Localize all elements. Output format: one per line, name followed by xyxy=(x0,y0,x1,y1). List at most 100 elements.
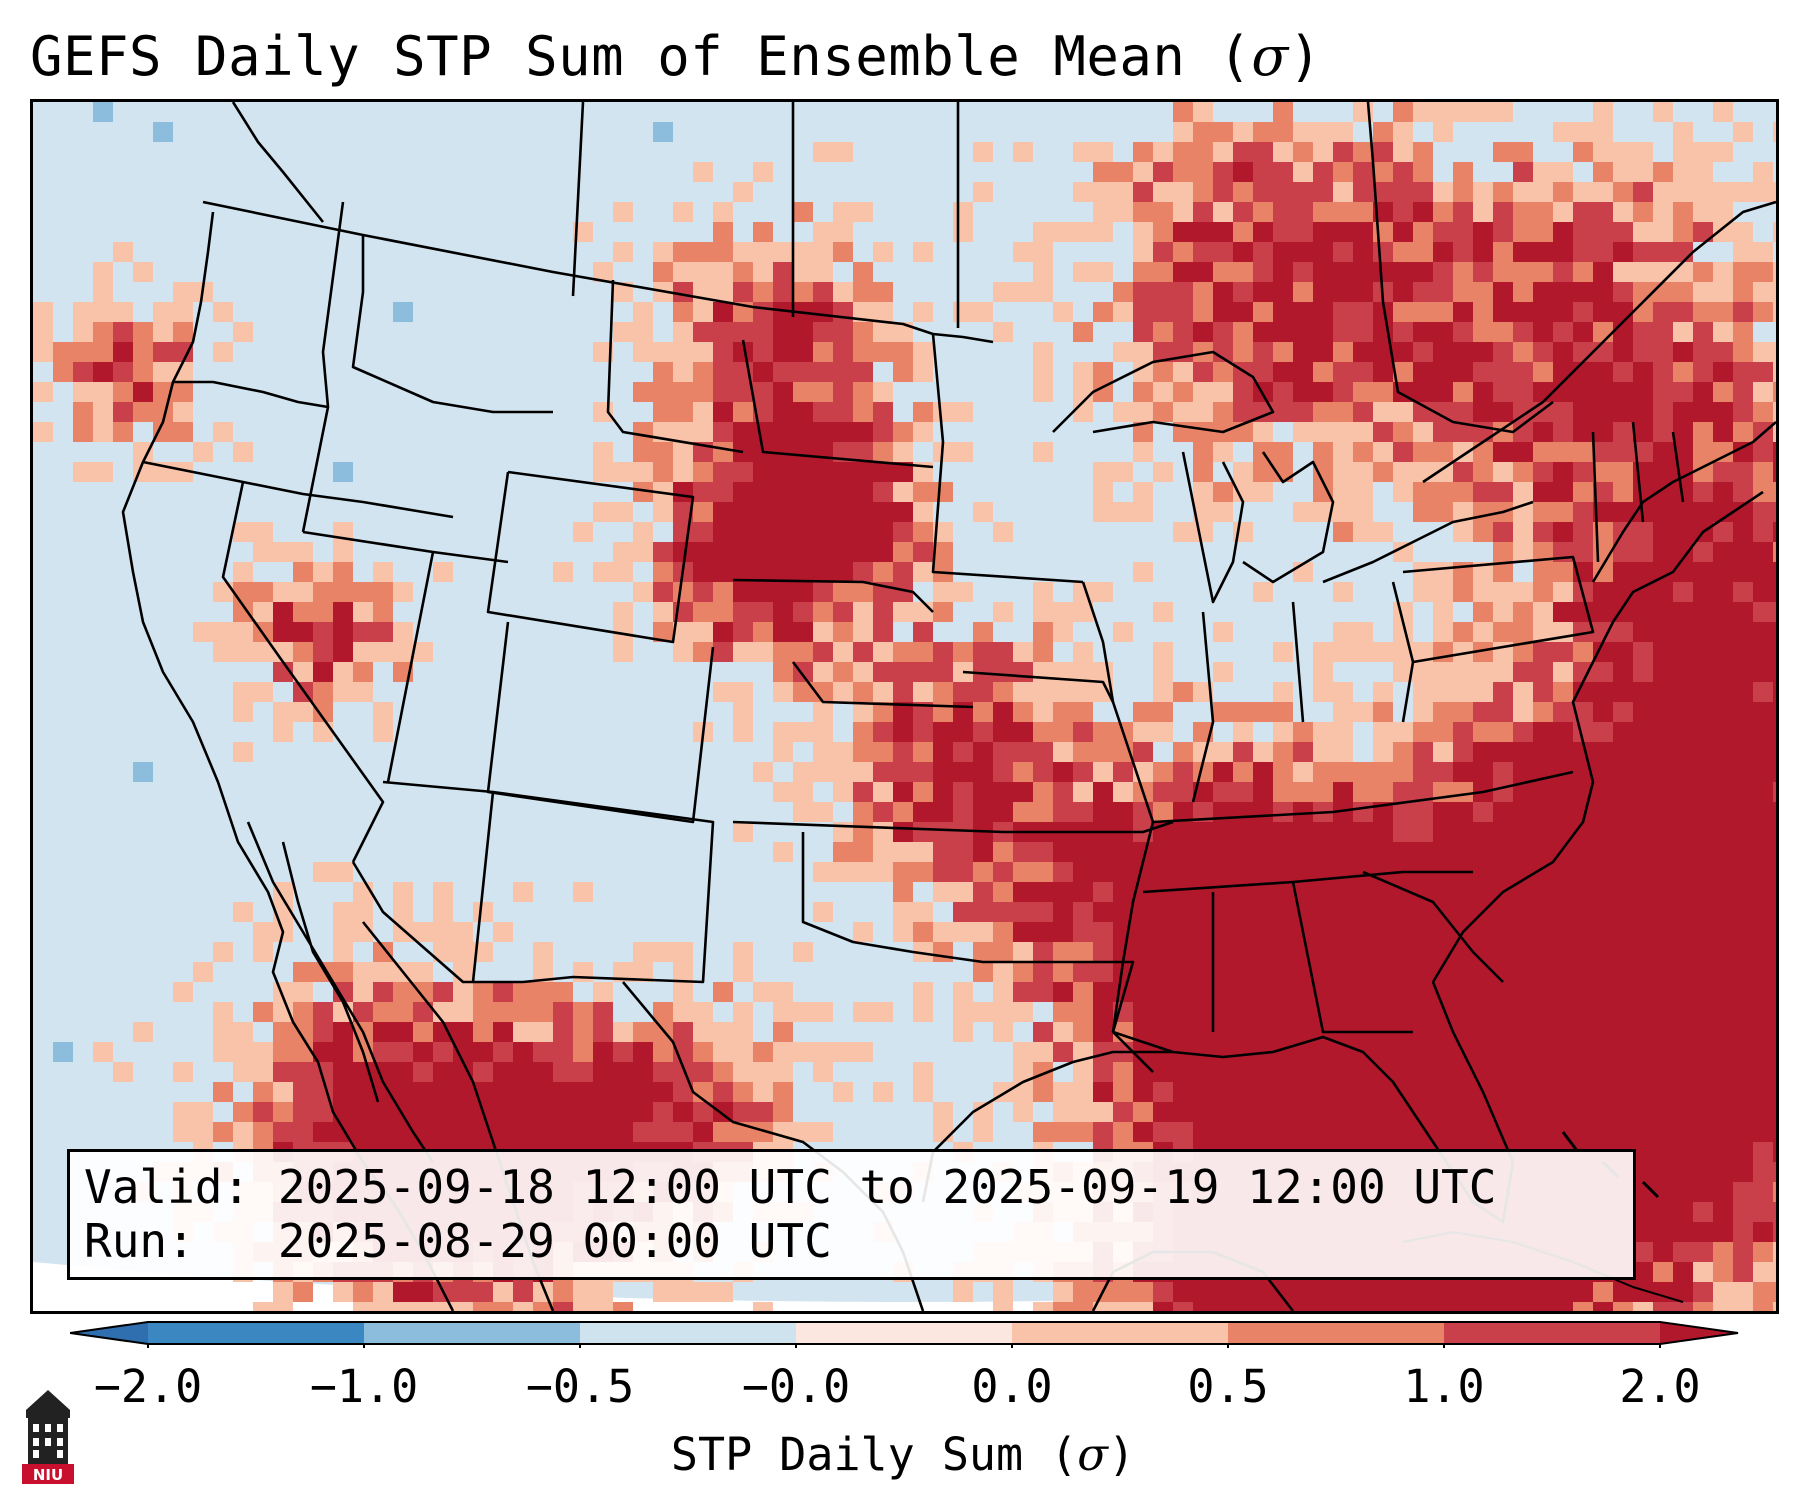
anomaly-cell xyxy=(1753,442,1773,462)
anomaly-cell xyxy=(1753,782,1773,802)
anomaly-cell xyxy=(953,862,973,882)
anomaly-cell xyxy=(1633,442,1653,462)
anomaly-cell xyxy=(533,962,553,982)
anomaly-cell xyxy=(1033,742,1053,762)
anomaly-cell xyxy=(813,1042,833,1062)
anomaly-cell xyxy=(1253,162,1273,182)
anomaly-cell xyxy=(733,1022,753,1042)
anomaly-cell xyxy=(1753,342,1773,362)
anomaly-cell xyxy=(1373,882,1393,902)
anomaly-cell xyxy=(693,1022,713,1042)
anomaly-cell xyxy=(433,562,453,582)
anomaly-cell xyxy=(373,1102,393,1122)
anomaly-cell xyxy=(133,342,153,362)
anomaly-cell xyxy=(1473,942,1493,962)
anomaly-cell xyxy=(1753,1122,1773,1142)
anomaly-cell xyxy=(53,362,73,382)
anomaly-cell xyxy=(1093,262,1113,282)
anomaly-cell xyxy=(1533,942,1553,962)
anomaly-cell xyxy=(1173,402,1193,422)
colorbar-tick-label: 1.0 xyxy=(1403,1360,1485,1413)
anomaly-cell xyxy=(773,242,793,262)
anomaly-cell xyxy=(1333,1302,1353,1311)
anomaly-cell xyxy=(853,442,873,462)
anomaly-cell xyxy=(1313,262,1333,282)
province-boundary-ab-sk xyxy=(571,102,585,297)
anomaly-cell xyxy=(1453,462,1473,482)
anomaly-cell xyxy=(1013,242,1033,262)
anomaly-cell xyxy=(973,142,993,162)
anomaly-cell xyxy=(213,582,233,602)
anomaly-cell xyxy=(873,442,893,462)
anomaly-cell xyxy=(1413,642,1433,662)
anomaly-cell xyxy=(1233,822,1253,842)
anomaly-cell xyxy=(1393,242,1413,262)
anomaly-cell xyxy=(1273,142,1293,162)
anomaly-cell xyxy=(853,782,873,802)
anomaly-cell xyxy=(1713,702,1733,722)
anomaly-cell xyxy=(413,922,433,942)
anomaly-cell xyxy=(1573,262,1593,282)
anomaly-cell xyxy=(1273,1122,1293,1142)
anomaly-cell xyxy=(1733,362,1753,382)
anomaly-cell xyxy=(813,582,833,602)
anomaly-cell xyxy=(573,1102,593,1122)
anomaly-cell xyxy=(1573,242,1593,262)
anomaly-cell xyxy=(753,282,773,302)
anomaly-cell xyxy=(1233,962,1253,982)
anomaly-cell xyxy=(693,1062,713,1082)
anomaly-cell xyxy=(1433,582,1453,602)
anomaly-cell xyxy=(453,982,473,1002)
anomaly-cell xyxy=(1553,942,1573,962)
anomaly-cell xyxy=(1493,402,1513,422)
anomaly-cell xyxy=(1673,1042,1693,1062)
anomaly-cell xyxy=(373,722,393,742)
anomaly-cell xyxy=(1533,1102,1553,1122)
anomaly-cell xyxy=(1753,842,1773,862)
anomaly-cell xyxy=(553,1042,573,1062)
anomaly-cell xyxy=(1473,382,1493,402)
anomaly-cell xyxy=(733,322,753,342)
anomaly-cell xyxy=(633,1102,653,1122)
anomaly-cell xyxy=(1553,682,1573,702)
anomaly-cell xyxy=(1633,782,1653,802)
anomaly-cell xyxy=(1153,262,1173,282)
anomaly-cell xyxy=(1513,1042,1533,1062)
anomaly-cell xyxy=(1733,1062,1753,1082)
anomaly-cell xyxy=(1433,1062,1453,1082)
anomaly-cell xyxy=(1773,422,1776,442)
anomaly-cell xyxy=(1633,642,1653,662)
anomaly-cell xyxy=(233,562,253,582)
anomaly-cell xyxy=(1513,142,1533,162)
anomaly-cell xyxy=(1693,922,1713,942)
anomaly-cell xyxy=(973,942,993,962)
anomaly-cell xyxy=(1513,302,1533,322)
anomaly-cell xyxy=(1493,842,1513,862)
anomaly-cell xyxy=(1493,922,1513,942)
anomaly-cell xyxy=(693,362,713,382)
anomaly-cell xyxy=(1153,682,1173,702)
anomaly-cell xyxy=(1133,362,1153,382)
anomaly-cell xyxy=(1553,822,1573,842)
anomaly-cell xyxy=(1473,1002,1493,1022)
anomaly-cell xyxy=(1773,742,1776,762)
anomaly-cell xyxy=(1673,602,1693,622)
anomaly-cell xyxy=(773,842,793,862)
anomaly-cell xyxy=(633,582,653,602)
anomaly-cell xyxy=(793,462,813,482)
anomaly-cell xyxy=(1133,182,1153,202)
anomaly-cell xyxy=(1193,142,1213,162)
anomaly-cell xyxy=(1173,162,1193,182)
anomaly-cell xyxy=(193,622,213,642)
anomaly-cell xyxy=(873,322,893,342)
anomaly-cell xyxy=(1193,862,1213,882)
anomaly-cell xyxy=(1713,862,1733,882)
anomaly-cell xyxy=(1213,1302,1233,1311)
anomaly-cell xyxy=(873,1082,893,1102)
anomaly-cell xyxy=(1353,842,1373,862)
anomaly-cell xyxy=(1333,282,1353,302)
colorbar-tick-label: 0.0 xyxy=(971,1360,1053,1413)
anomaly-cell xyxy=(873,542,893,562)
anomaly-cell xyxy=(1113,1122,1133,1142)
anomaly-cell xyxy=(1753,562,1773,582)
